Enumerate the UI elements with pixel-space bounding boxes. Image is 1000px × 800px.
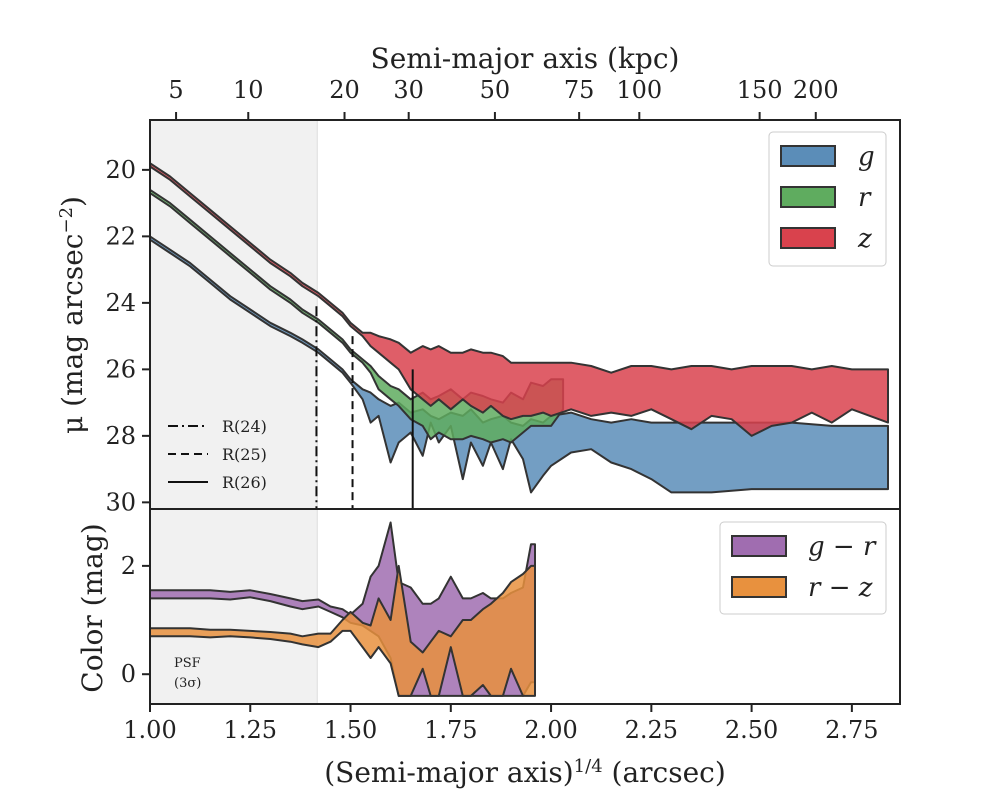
x-axis-title-suffix: (arcsec) <box>603 756 726 789</box>
top-tick-label: 10 <box>233 76 264 104</box>
bottom-legend-swatch-g-r <box>731 535 787 557</box>
top-tick-label: 30 <box>393 76 424 104</box>
top-tick-label: 100 <box>616 76 662 104</box>
top-y-tick-label: 24 <box>105 289 136 317</box>
band-z <box>150 162 889 437</box>
x-tick-label: 2.50 <box>725 716 778 744</box>
band-r-z <box>150 564 536 697</box>
top-y-axis-title: μ (mag arcsec−2) <box>56 196 90 434</box>
x-axis-title-sup: 1/4 <box>574 756 603 777</box>
bottom-panel-frame <box>149 508 901 705</box>
bottom-legend-label-g-r: g − r <box>808 532 877 562</box>
bottom-panel <box>150 521 536 697</box>
radius-legend-label-3: R(26) <box>222 473 267 492</box>
top-y-tick-label: 28 <box>105 422 136 450</box>
top-tick-label: 5 <box>168 76 183 104</box>
x-axis-title-main: (Semi-major axis) <box>324 756 573 789</box>
top-y-tick-label: 20 <box>105 156 136 184</box>
axes-layer: 1.00 1.25 1.50 1.75 2.00 2.25 2.50 2.755 10 20 30 5… <box>105 76 901 744</box>
x-tick-label: 1.25 <box>224 716 277 744</box>
psf-label-line1: PSF <box>174 656 201 671</box>
x-axis-title: (Semi-major axis)1/4 (arcsec) <box>324 756 726 790</box>
x-tick-label: 1.50 <box>324 716 377 744</box>
top-legend-label-r: r <box>858 183 872 213</box>
top-legend-swatch-g <box>780 145 836 167</box>
top-y-tick-label: 22 <box>105 222 136 250</box>
top-y-tick-label: 30 <box>105 488 136 516</box>
x-tick-label: 2.25 <box>625 716 678 744</box>
top-axis-title: Semi-major axis (kpc) <box>371 42 680 75</box>
top-y-axis-title-main: μ (mag arcsec <box>56 234 89 434</box>
radius-legend-label-1: R(24) <box>222 417 267 436</box>
top-tick-label: 20 <box>329 76 360 104</box>
top-legend-label-g: g <box>858 142 875 172</box>
top-panel: R(24) R(25) R(26) <box>150 162 889 509</box>
bottom-y-tick-label: 2 <box>121 552 136 580</box>
top-legend-label-z: z <box>857 224 872 254</box>
top-y-axis-title-end: ) <box>56 196 89 207</box>
x-tick-label: 2.75 <box>825 716 878 744</box>
top-tick-label: 75 <box>564 76 595 104</box>
psf-label-line2: (3σ) <box>174 676 201 691</box>
bottom-y-axis-title: Color (mag) <box>76 523 109 692</box>
band-g <box>150 235 889 494</box>
x-tick-label: 1.75 <box>424 716 477 744</box>
top-legend-swatch-z <box>780 227 836 249</box>
top-tick-label: 150 <box>737 76 783 104</box>
bottom-legend-label-r-z: r − z <box>808 573 873 603</box>
top-legend-swatch-r <box>780 186 836 208</box>
text-layer: Semi-major axis (kpc) (Semi-major axis)1… <box>56 42 726 789</box>
top-y-axis-title-sup: −2 <box>56 207 77 234</box>
top-tick-label: 50 <box>480 76 511 104</box>
top-tick-label: 200 <box>793 76 839 104</box>
bottom-legend-swatch-r-z <box>731 576 787 598</box>
top-y-tick-label: 26 <box>105 355 136 383</box>
bottom-y-tick-label: 0 <box>121 660 136 688</box>
x-tick-label: 2.00 <box>524 716 577 744</box>
x-tick-label: 1.00 <box>123 716 176 744</box>
radius-legend-label-2: R(25) <box>222 445 267 464</box>
